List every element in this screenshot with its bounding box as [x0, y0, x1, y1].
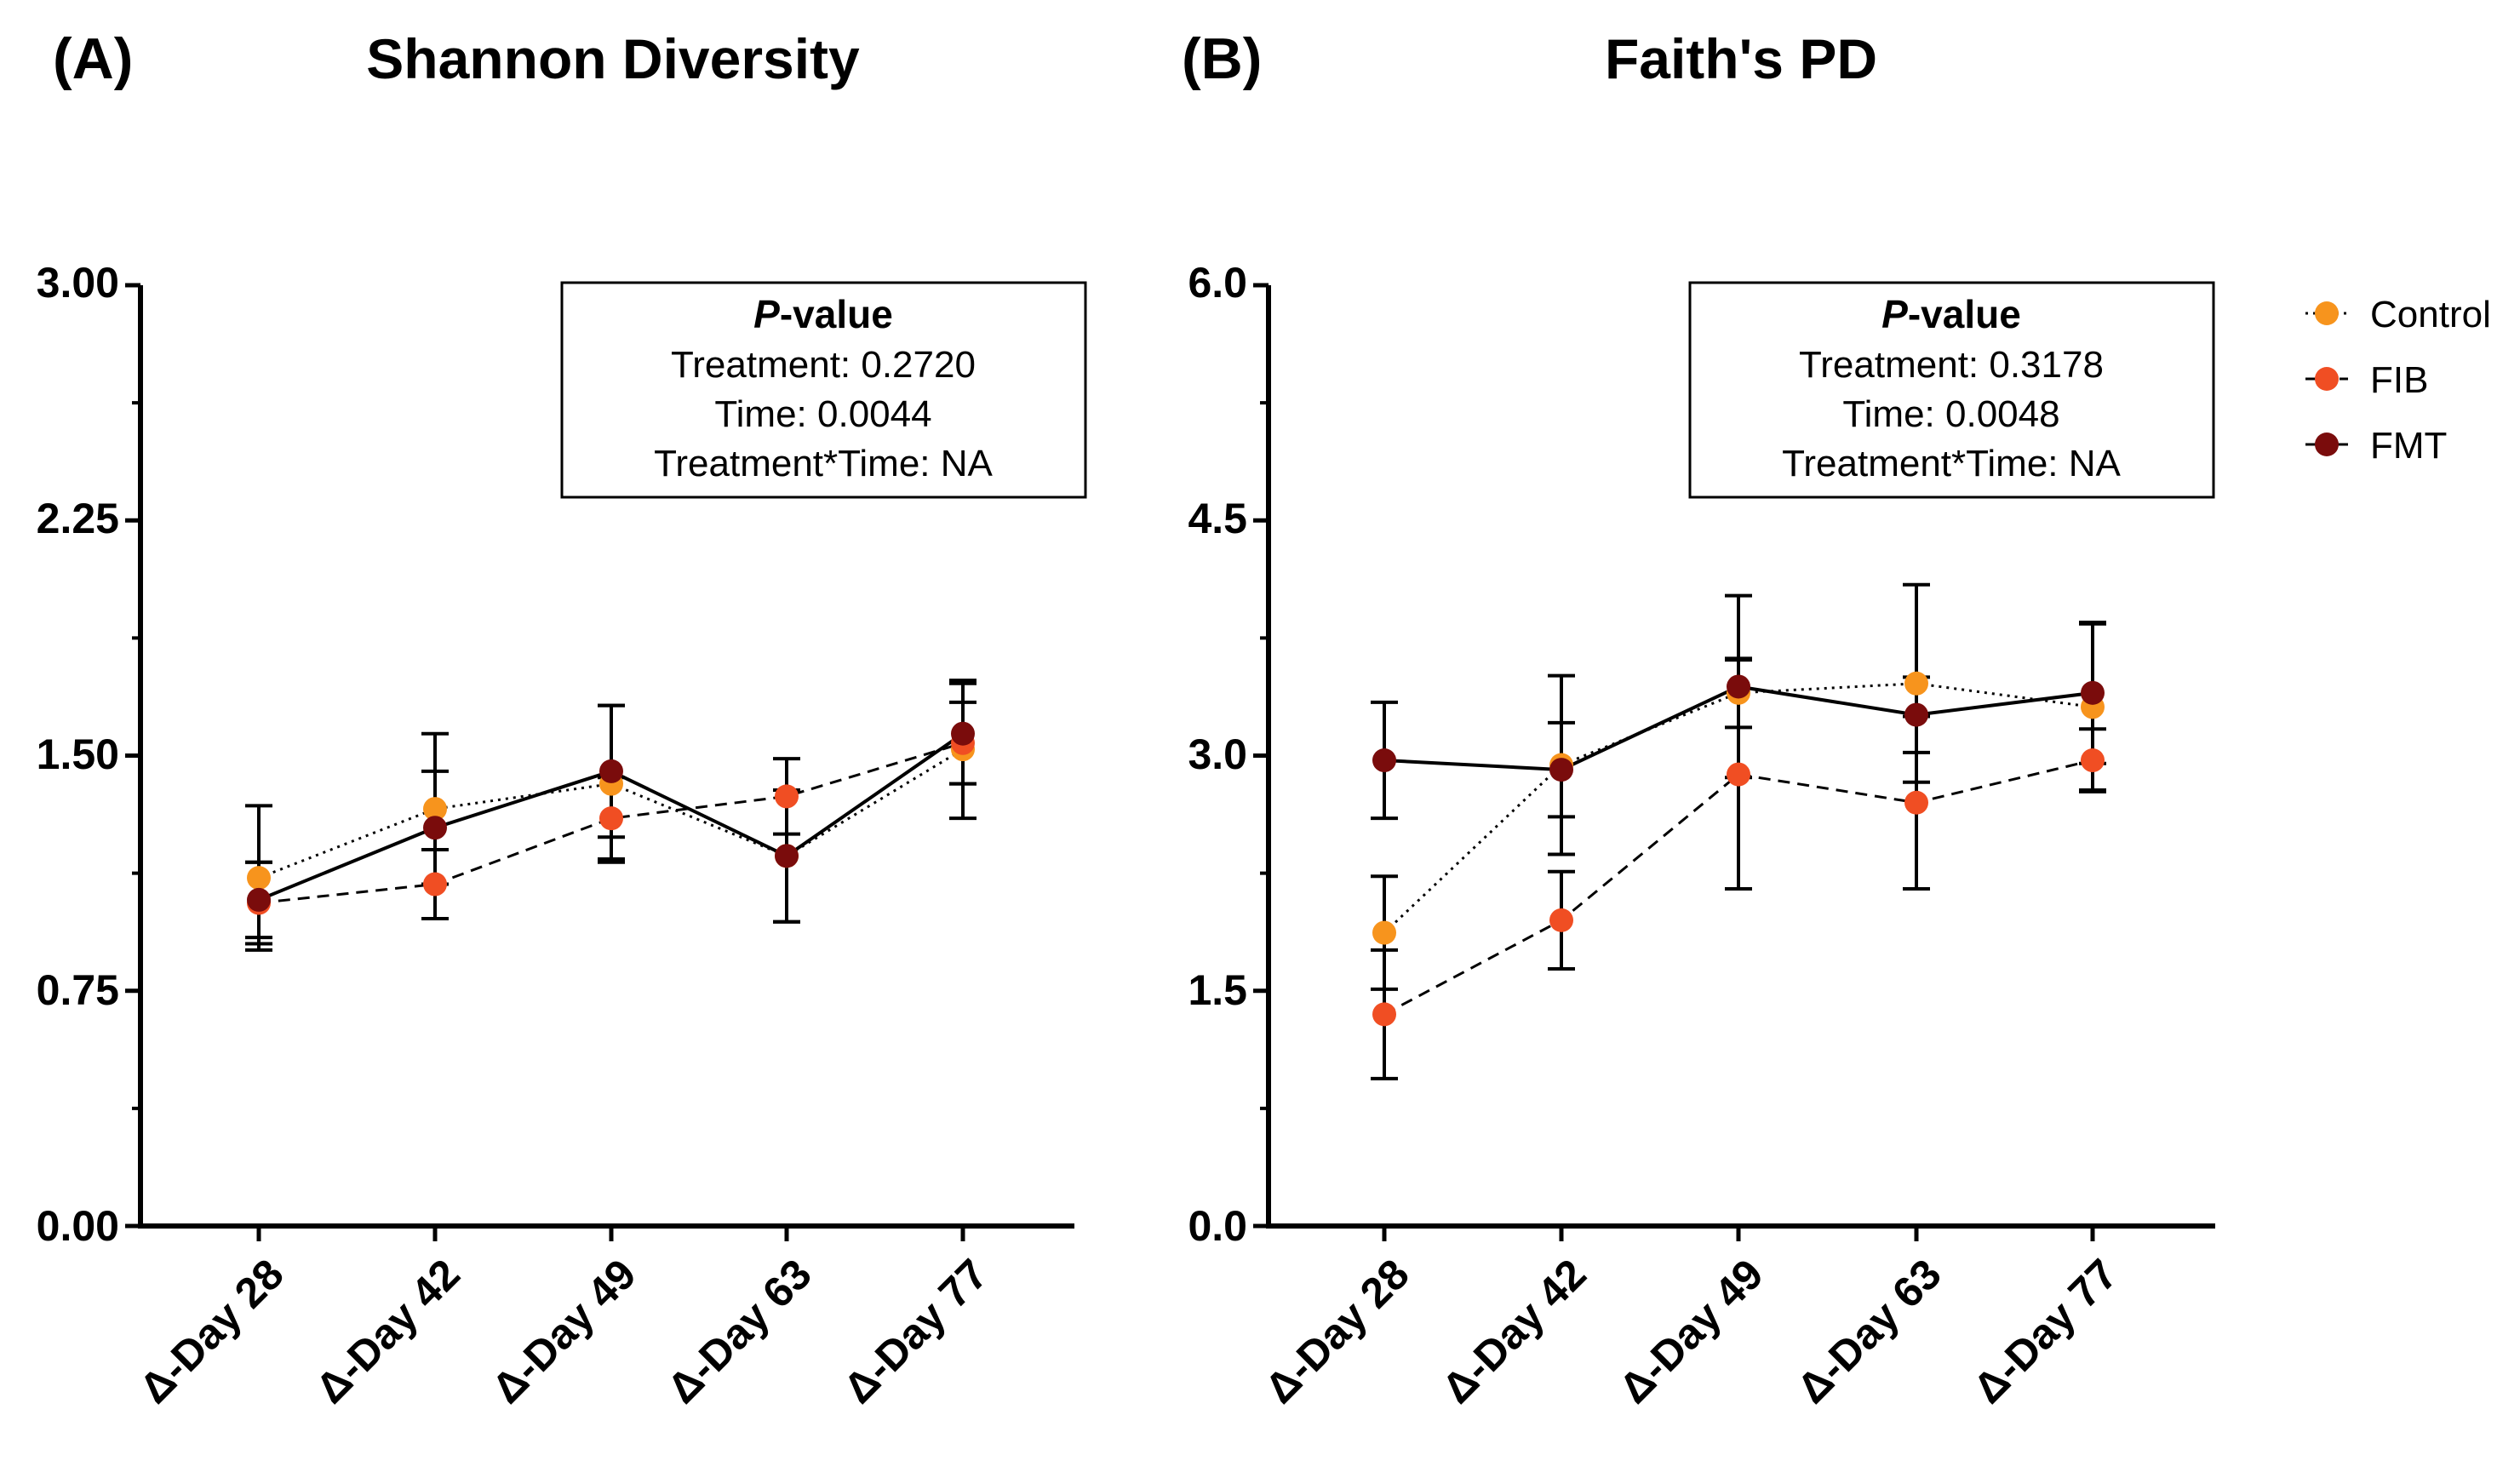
panel-b-stats-line: Time: 0.0048 [1842, 393, 2059, 435]
panel-a-plot [125, 283, 976, 1241]
panel-b-series-line-control [1383, 682, 2093, 934]
panel-b-ytick-label: 6.0 [1188, 259, 1247, 306]
panel-b-xtick-label: Δ-Day 63 [1788, 1250, 1950, 1412]
panel-a-point-fib [775, 784, 799, 809]
legend-marker-fmt [2315, 433, 2339, 456]
panel-b-stats-title-italic: P [1881, 292, 1908, 336]
panel-a-stats-title-rest: -value [780, 292, 893, 336]
panel-b-title: Faith's PD [1605, 27, 1877, 90]
panel-a-point-fmt [247, 887, 271, 912]
panel-b-ytick-label: 4.5 [1188, 495, 1247, 542]
panel-a-point-control [247, 866, 271, 891]
panel-a-title: Shannon Diversity [366, 27, 860, 90]
legend-label-fib: FIB [2370, 359, 2428, 401]
panel-b-xtick-label: Δ-Day 49 [1610, 1250, 1773, 1412]
panel-a-xtick-label: Δ-Day 42 [306, 1250, 469, 1412]
panel-b-point-fmt [1904, 702, 1928, 727]
legend: Control FIB FMT [2305, 294, 2491, 467]
panel-a-point-fmt [951, 721, 975, 746]
panel-b-xtick-label: Δ-Day 77 [1964, 1250, 2127, 1412]
panel-a-point-fmt [775, 844, 799, 868]
panel-b-point-control [1904, 671, 1928, 696]
panel-b-series-line-fib [1383, 759, 2093, 1016]
panel-a-stats-title: P-value [753, 292, 893, 336]
panel-b-plot [1253, 283, 2106, 1241]
panel-a-xtick-label: Δ-Day 28 [130, 1250, 293, 1412]
panel-a-ytick-label: 3.00 [37, 259, 119, 306]
panel-a: (A) Shannon Diversity 0.00 0.75 1.50 2.2… [37, 26, 1087, 1412]
panel-b-point-fib [1549, 908, 1573, 932]
panel-b-stats-box [1688, 281, 2215, 499]
panel-b-stats-title: P-value [1881, 292, 2021, 336]
panel-b-point-control [1372, 920, 1396, 945]
panel-a-stats-line: Treatment: 0.2720 [671, 344, 976, 386]
legend-item-fib: FIB [2305, 359, 2428, 401]
panel-a-ytick-label: 0.75 [37, 966, 119, 1014]
panel-a-ytick-label: 2.25 [37, 495, 119, 542]
panel-b-stats-line: Treatment*Time: NA [1782, 443, 2121, 484]
panel-a-point-fmt [599, 759, 623, 783]
panel-b-ytick-label: 0.0 [1188, 1202, 1247, 1250]
panel-b-xtick-label: Δ-Day 28 [1256, 1250, 1418, 1412]
panel-a-point-control [423, 797, 447, 822]
panel-b-point-fib [1727, 762, 1750, 787]
legend-label-fmt: FMT [2370, 425, 2447, 467]
panel-b-point-fmt [1549, 758, 1573, 782]
panel-a-point-fib [423, 872, 447, 897]
panel-b-ytick-label: 1.5 [1188, 966, 1247, 1014]
panel-b-point-fmt [1727, 674, 1750, 699]
panel-b: (B) Faith's PD 0.0 1.5 3.0 4.5 6.0 Δ-Day… [1182, 26, 2215, 1412]
panel-a-ytick-label: 0.00 [37, 1202, 119, 1250]
panel-b-point-fib [2081, 748, 2105, 773]
panel-b-point-fmt [1372, 748, 1396, 773]
panel-a-stats-title-italic: P [753, 292, 780, 336]
panel-a-stats-box [560, 281, 1087, 499]
panel-b-ytick-label: 3.0 [1188, 730, 1247, 778]
panel-a-series-line-fib [258, 742, 964, 905]
panel-b-point-fib [1904, 790, 1928, 815]
panel-b-letter: (B) [1182, 26, 1262, 91]
panel-a-stats-line: Treatment*Time: NA [654, 443, 993, 484]
legend-label-control: Control [2370, 294, 2491, 335]
panel-b-stats-title-rest: -value [1908, 292, 2021, 336]
legend-marker-fib [2315, 367, 2339, 391]
panel-a-point-fmt [423, 816, 447, 840]
panel-a-xtick-label: Δ-Day 77 [834, 1250, 997, 1412]
panel-a-xtick-label: Δ-Day 49 [483, 1250, 645, 1412]
legend-item-control: Control [2305, 294, 2491, 335]
panel-a-stats-line: Time: 0.0044 [714, 393, 931, 435]
panel-a-ytick-label: 1.50 [37, 730, 119, 778]
panel-b-point-fmt [2081, 680, 2105, 705]
panel-a-point-fib [599, 806, 623, 831]
panel-a-xtick-label: Δ-Day 63 [658, 1250, 821, 1412]
panel-a-letter: (A) [53, 26, 133, 91]
panel-b-xtick-label: Δ-Day 42 [1433, 1250, 1595, 1412]
legend-marker-control [2315, 301, 2339, 325]
legend-item-fmt: FMT [2305, 425, 2447, 467]
panel-b-stats-line: Treatment: 0.3178 [1799, 344, 2104, 386]
panel-b-point-fib [1372, 1002, 1396, 1027]
